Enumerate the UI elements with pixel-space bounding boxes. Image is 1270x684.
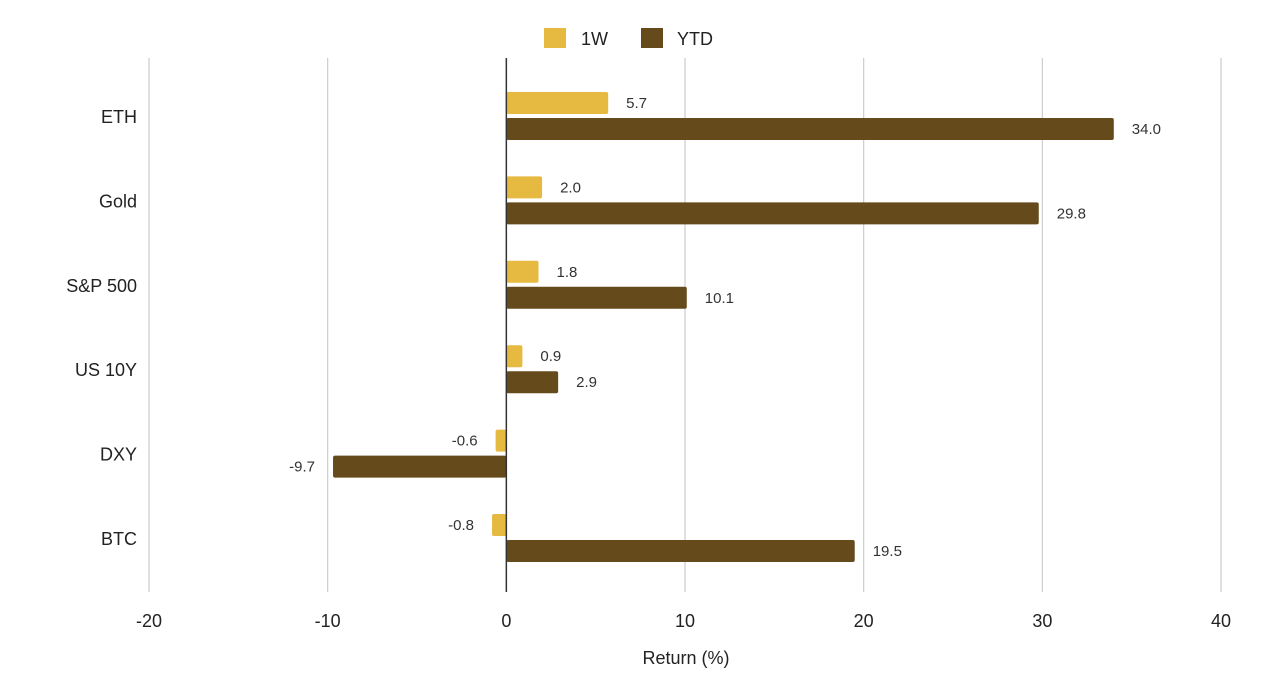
x-tick-label: 20 <box>854 611 874 631</box>
legend: 1W YTD <box>544 28 713 49</box>
gridlines <box>148 58 1222 592</box>
x-tick-label: -10 <box>315 611 341 631</box>
data-label-ytd-eth: 34.0 <box>1132 121 1161 138</box>
bar-1w-btc <box>492 514 507 536</box>
bar-1w-gold <box>506 176 543 199</box>
x-tick-label: -20 <box>136 611 162 631</box>
legend-label-1w: 1W <box>581 29 608 49</box>
category-label-eth: ETH <box>101 107 137 127</box>
category-label-btc: BTC <box>101 529 137 549</box>
category-label-s-p-500: S&P 500 <box>66 276 137 296</box>
x-tick-label: 0 <box>501 611 511 631</box>
bars <box>333 92 1114 562</box>
x-tick-label: 30 <box>1032 611 1052 631</box>
x-tick-labels: -20 -10 0 10 20 30 40 <box>136 611 1231 631</box>
data-label-ytd-us-10y: 2.9 <box>576 374 597 391</box>
legend-swatch-1w <box>544 28 566 48</box>
bar-ytd-btc <box>506 540 855 562</box>
bar-1w-dxy <box>495 429 507 452</box>
x-tick-label: 10 <box>675 611 695 631</box>
x-axis-title: Return (%) <box>642 648 729 668</box>
data-label-ytd-s-p-500: 10.1 <box>705 290 734 307</box>
data-label-1w-us-10y: 0.9 <box>540 348 561 365</box>
data-label-1w-eth: 5.7 <box>626 95 647 112</box>
bar-1w-s-p-500 <box>506 260 539 283</box>
bar-1w-eth <box>506 92 609 114</box>
category-label-us-10y: US 10Y <box>75 360 137 380</box>
category-label-gold: Gold <box>99 191 137 211</box>
data-label-1w-gold: 2.0 <box>560 179 581 196</box>
bar-ytd-dxy <box>333 455 507 478</box>
data-label-ytd-dxy: -9.7 <box>289 459 315 476</box>
data-label-1w-btc: -0.8 <box>448 517 474 534</box>
data-labels: 5.7 34.0 2.0 29.8 1.8 10.1 0.9 2.9 -0.6 -9.7 -0.8 1… <box>289 95 1161 560</box>
bar-ytd-eth <box>506 118 1114 140</box>
bar-ytd-s-p-500 <box>506 286 687 309</box>
data-label-1w-dxy: -0.6 <box>452 433 478 450</box>
data-label-ytd-gold: 29.8 <box>1057 205 1086 222</box>
bar-1w-us-10y <box>506 345 523 368</box>
data-label-ytd-btc: 19.5 <box>873 543 902 560</box>
legend-swatch-ytd <box>641 28 663 48</box>
legend-label-ytd: YTD <box>677 29 713 49</box>
data-label-1w-s-p-500: 1.8 <box>556 264 577 281</box>
x-tick-label: 40 <box>1211 611 1231 631</box>
bar-ytd-gold <box>506 202 1039 225</box>
category-label-dxy: DXY <box>100 445 137 465</box>
category-labels: ETH Gold S&P 500 US 10Y DXY BTC <box>66 107 137 549</box>
bar-ytd-us-10y <box>506 371 559 394</box>
